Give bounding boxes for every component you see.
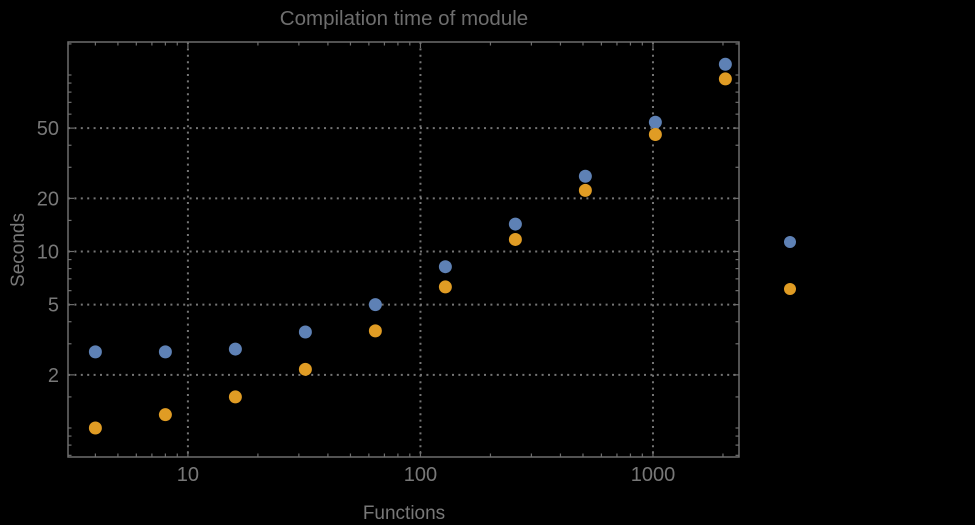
point-series-blue [158, 345, 172, 359]
axis-ticks [68, 42, 739, 457]
x-tick-label: 1000 [631, 464, 676, 486]
point-series-orange [718, 72, 732, 86]
chart-title: Compilation time of module [280, 7, 528, 30]
y-tick-label: 5 [48, 295, 59, 317]
y-tick-label: 50 [37, 118, 59, 140]
point-series-orange [578, 183, 592, 197]
point-series-orange [88, 421, 102, 435]
point-series-orange [298, 362, 312, 376]
y-tick-label: 20 [37, 188, 59, 210]
legend-marker-blue [784, 236, 796, 248]
data-points [88, 57, 732, 435]
point-series-blue [508, 217, 522, 231]
gridlines [68, 42, 739, 457]
point-series-orange [228, 390, 242, 404]
legend-marker-orange [784, 283, 796, 295]
tick-labels: 10 100 1000 2 5 10 20 50 [37, 118, 675, 486]
point-series-blue [438, 260, 452, 274]
point-series-orange [438, 280, 452, 294]
legend-markers [784, 236, 796, 295]
point-series-blue [648, 115, 662, 129]
point-series-orange [158, 408, 172, 422]
x-axis-label: Functions [363, 503, 445, 524]
point-series-blue [228, 342, 242, 356]
point-series-blue [718, 57, 732, 71]
x-tick-label: 10 [177, 464, 199, 486]
y-tick-label: 2 [48, 365, 59, 387]
y-tick-label: 10 [37, 241, 59, 263]
y-axis-label: Seconds [8, 213, 29, 287]
point-series-blue [368, 298, 382, 312]
point-series-orange [368, 324, 382, 338]
plot-frame [67, 41, 740, 458]
x-tick-label: 100 [404, 464, 437, 486]
point-series-blue [88, 345, 102, 359]
point-series-blue [298, 325, 312, 339]
point-series-blue [578, 169, 592, 183]
point-series-orange [648, 128, 662, 142]
point-series-orange [508, 232, 522, 246]
